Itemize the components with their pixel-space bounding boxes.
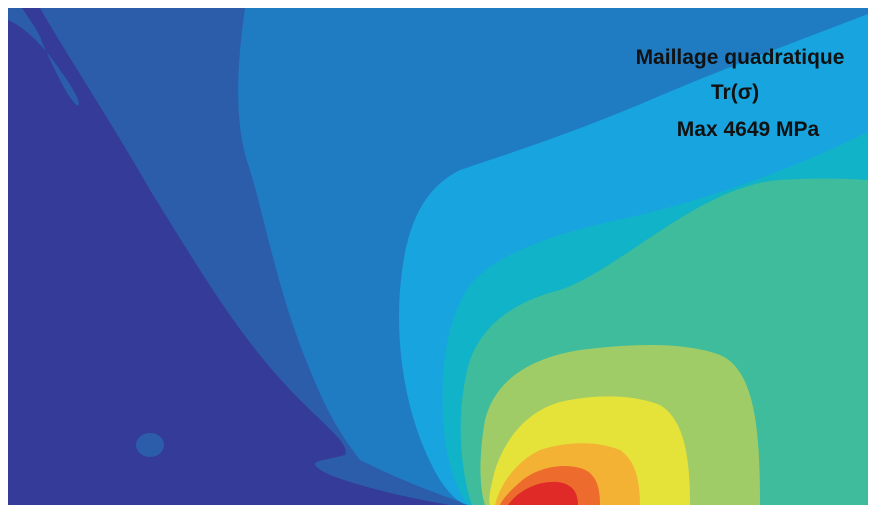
annotation-line: Maillage quadratique bbox=[636, 46, 845, 69]
region-red bbox=[508, 481, 578, 505]
annotation-line: Max 4649 MPa bbox=[677, 118, 820, 141]
region-blob bbox=[136, 433, 164, 457]
annotation-line: Tr(σ) bbox=[711, 81, 759, 104]
region-dark-blue bbox=[8, 8, 450, 505]
region-mid-blue-corner bbox=[8, 8, 79, 106]
contour-field bbox=[8, 8, 868, 505]
